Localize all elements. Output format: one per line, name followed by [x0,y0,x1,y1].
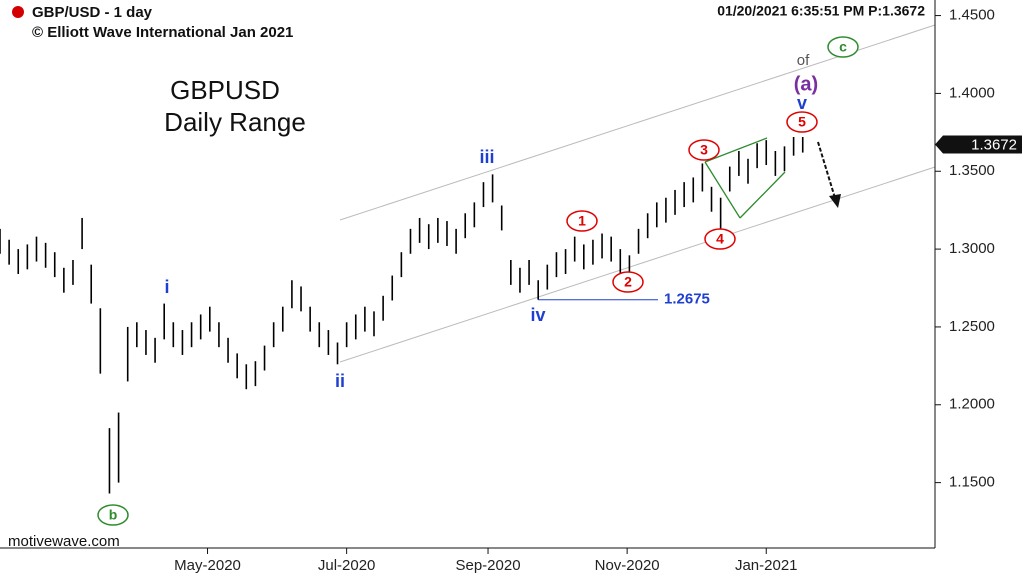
y-tick-label: 1.3000 [949,240,995,257]
wedge-side [704,161,741,219]
y-tick-label: 1.2500 [949,318,995,335]
price-tag-label: 1.3672 [971,136,1017,153]
wave-circle [827,36,859,58]
wave-label: of [797,52,810,69]
wave-circle [688,139,720,161]
x-tick-label: Sep-2020 [455,557,520,574]
arrow-shaft [817,141,836,199]
y-tick-label: 1.4000 [949,84,995,101]
wave-label: 4 [716,231,724,247]
watermark: motivewave.com [8,533,120,550]
wave-circle [612,271,644,293]
x-tick-label: Jan-2021 [735,557,798,574]
wave-label: b [109,507,118,523]
header: GBP/USD - 1 day [32,4,153,21]
wave-circle [786,111,818,133]
wave-label: iii [479,147,494,167]
wave-label: iv [530,305,545,325]
wave-label: (a) [794,73,818,95]
y-tick-label: 1.1500 [949,474,995,491]
x-tick-label: May-2020 [174,557,241,574]
header-dot [12,6,24,18]
wave-label: 3 [700,142,708,158]
wave-label: v [797,93,807,113]
chart-title: GBPUSD [170,75,280,105]
wave-circle [704,228,736,250]
wave-label: 2 [624,274,632,290]
timestamp: 01/20/2021 6:35:51 PM P:1.3672 [717,3,925,19]
wave-label: ii [335,371,345,391]
copyright: © Elliott Wave International Jan 2021 [32,24,293,41]
level-label: 1.2675 [664,291,710,308]
arrow-head [829,194,841,208]
y-tick-label: 1.2000 [949,396,995,413]
wave-label: 1 [578,213,586,229]
x-tick-label: Nov-2020 [595,557,660,574]
wave-label: 5 [798,114,806,130]
channel-upper [339,24,936,221]
chart-subtitle: Daily Range [164,107,306,137]
price-tag [935,135,1022,154]
y-tick-label: 1.4500 [949,7,995,24]
wedge-lower [739,171,786,219]
wave-label: c [839,39,847,55]
x-tick-label: Jul-2020 [318,557,376,574]
wave-circle [566,210,598,232]
wedge-upper [704,137,768,163]
wave-label: i [164,277,169,297]
y-tick-label: 1.3500 [949,162,995,179]
wave-circle [97,504,129,526]
